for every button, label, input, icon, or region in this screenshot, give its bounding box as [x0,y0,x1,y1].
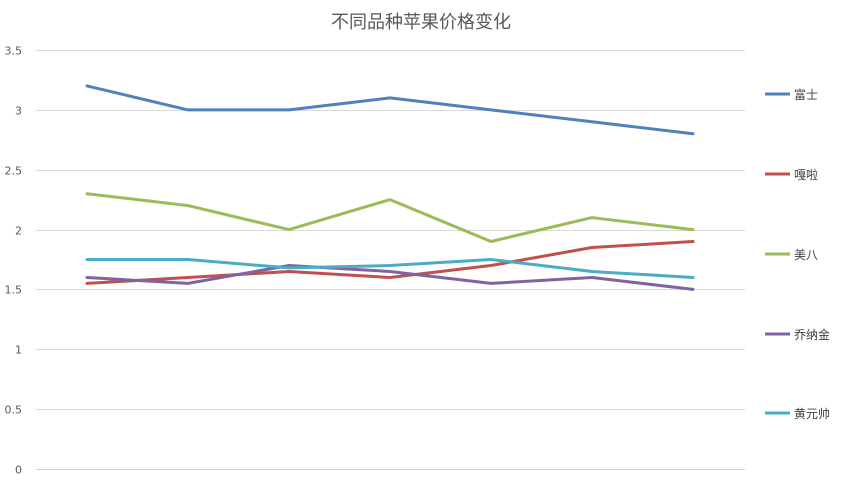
y-tick-label: 2.5 [5,165,23,178]
legend-label: 黄元帅 [794,407,830,421]
series-line-1 [85,84,695,136]
series-line-4 [85,264,695,291]
chart-title: 不同品种苹果价格变化 [331,12,511,33]
y-tick-label: 1 [15,344,22,357]
y-tick-label: 1.5 [5,284,23,297]
legend-label: 嘎啦 [794,167,818,182]
gridlines [36,50,745,470]
legend-item: 美八 [765,248,818,262]
series-lines [85,84,695,291]
legend-label: 乔纳金 [794,327,830,342]
legend-label: 富士 [794,87,818,102]
legend-item: 富士 [765,87,818,102]
y-tick-label: 3.5 [5,45,23,58]
y-tick-label: 0 [15,464,22,477]
y-axis: 0 0.5 1 1.5 2 2.5 3 3.5 [5,45,23,477]
legend-item: 黄元帅 [765,407,830,421]
series-line-5 [85,258,695,279]
series-line-3 [85,192,695,243]
legend-item: 乔纳金 [765,327,830,342]
legend-item: 嘎啦 [765,167,818,182]
y-tick-label: 3 [15,105,22,118]
series-line-2 [85,240,695,285]
y-tick-label: 0.5 [5,404,23,417]
y-tick-label: 2 [15,225,22,238]
legend-label: 美八 [794,248,818,262]
